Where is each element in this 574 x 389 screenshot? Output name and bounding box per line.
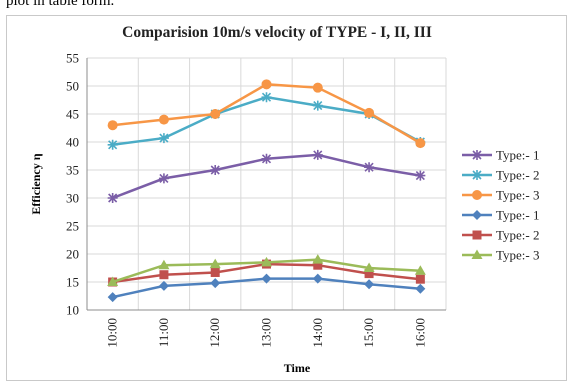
data-point <box>210 165 221 175</box>
data-point <box>261 79 272 90</box>
page-top-text: plot in table form. <box>6 0 115 9</box>
y-tick-label: 35 <box>66 163 79 178</box>
data-point <box>261 256 272 267</box>
data-point <box>158 114 169 125</box>
data-point <box>158 133 169 144</box>
legend-label: Type:- 3 <box>496 248 540 263</box>
data-point <box>364 162 375 173</box>
data-point <box>312 82 323 93</box>
data-point <box>415 170 426 181</box>
data-point <box>364 269 374 279</box>
data-point <box>415 274 425 284</box>
data-point <box>107 139 118 150</box>
data-point <box>107 193 118 203</box>
data-point <box>364 107 375 118</box>
data-point <box>210 109 221 119</box>
data-point <box>364 279 375 290</box>
data-point <box>312 273 323 284</box>
data-point <box>261 273 272 284</box>
y-tick-label: 45 <box>66 107 79 122</box>
x-tick-label: 10:00 <box>105 318 120 348</box>
legend-label: Type:- 3 <box>496 188 540 203</box>
legend-marker <box>472 230 482 240</box>
x-tick-label: 12:00 <box>207 318 222 348</box>
legend-label: Type:- 2 <box>496 168 540 183</box>
y-axis-title: Efficiency η <box>29 153 43 214</box>
legend-marker <box>471 249 483 259</box>
data-point <box>312 149 323 160</box>
data-point <box>210 267 220 277</box>
data-point <box>107 120 118 131</box>
y-tick-label: 55 <box>66 51 79 66</box>
data-point <box>313 260 323 270</box>
data-point <box>209 258 221 269</box>
data-point <box>158 259 170 270</box>
legend-label: Type:- 1 <box>496 208 540 223</box>
data-point <box>363 262 375 272</box>
legend-label: Type:- 1 <box>496 148 540 163</box>
data-point <box>107 276 119 286</box>
x-tick-label: 14:00 <box>310 318 325 348</box>
data-point <box>159 270 169 280</box>
y-tick-label: 10 <box>66 303 79 318</box>
y-tick-label: 25 <box>66 219 79 234</box>
legend-marker <box>472 210 482 220</box>
legend-marker <box>472 150 482 160</box>
data-point <box>312 100 323 111</box>
data-point <box>414 265 426 275</box>
x-tick-label: 16:00 <box>412 318 427 348</box>
data-point <box>261 92 272 103</box>
data-point <box>415 138 426 149</box>
y-tick-label: 50 <box>66 79 79 94</box>
legend-marker <box>472 170 482 180</box>
data-point <box>261 153 272 164</box>
legend-marker <box>472 190 482 200</box>
data-point <box>107 292 118 303</box>
data-point <box>158 280 169 291</box>
chart-title: Comparision 10m/s velocity of TYPE - I, … <box>122 24 432 41</box>
data-point <box>312 254 324 264</box>
y-tick-label: 20 <box>66 247 79 262</box>
data-point <box>158 173 169 184</box>
x-tick-label: 15:00 <box>361 318 376 348</box>
y-tick-label: 30 <box>66 191 79 206</box>
y-tick-label: 15 <box>66 275 79 290</box>
data-point <box>210 278 221 289</box>
x-tick-label: 11:00 <box>156 318 171 347</box>
x-axis-title: Time <box>284 361 311 375</box>
x-tick-label: 13:00 <box>259 318 274 348</box>
data-point <box>415 283 426 294</box>
y-tick-label: 40 <box>66 135 79 150</box>
legend-label: Type:- 2 <box>496 228 540 243</box>
